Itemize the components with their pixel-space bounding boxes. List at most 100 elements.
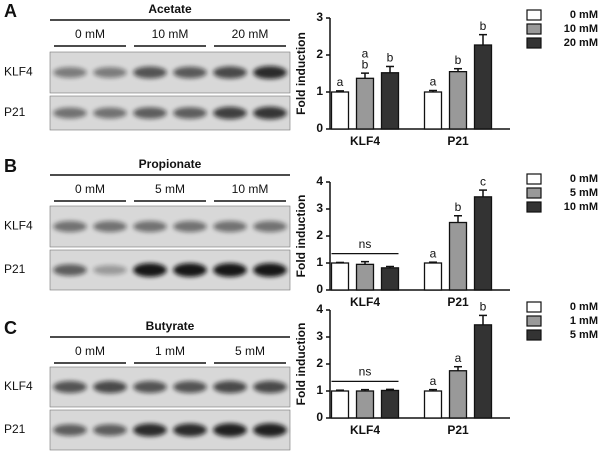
y-tick-label: 1 — [316, 255, 323, 269]
band — [93, 265, 127, 275]
significance-letter: a — [430, 246, 437, 260]
band — [213, 221, 247, 232]
blot-strip — [49, 95, 291, 131]
blot-strip — [49, 205, 291, 248]
band — [53, 221, 87, 232]
band — [133, 381, 167, 393]
legend-swatch — [526, 187, 542, 199]
bar — [423, 262, 443, 291]
bar — [355, 263, 375, 291]
bar — [473, 324, 493, 419]
y-tick-label: 3 — [316, 10, 323, 24]
band — [173, 381, 207, 393]
band — [53, 67, 87, 78]
y-tick-label: 0 — [316, 282, 323, 296]
annotation: ns — [359, 365, 372, 379]
band — [93, 424, 127, 436]
bar — [448, 71, 468, 130]
annotation: ns — [359, 237, 372, 251]
y-tick-label: 0 — [316, 410, 323, 424]
lane-label: 10 mM — [152, 27, 189, 41]
bar — [448, 370, 468, 419]
bar — [330, 390, 350, 419]
bar — [380, 389, 400, 419]
legend-label: 1 mM — [570, 315, 598, 327]
legend-label: 10 mM — [564, 23, 598, 35]
legend-label: 0 mM — [570, 301, 598, 313]
band — [253, 65, 287, 80]
bar — [330, 91, 350, 130]
band — [253, 221, 287, 232]
x-tick-label: KLF4 — [350, 134, 380, 148]
lane-label: 5 mM — [235, 344, 265, 358]
significance-letter: a — [430, 75, 437, 89]
band — [93, 221, 127, 232]
band — [213, 66, 247, 79]
row-label: P21 — [4, 105, 26, 119]
blot-strip — [49, 51, 291, 94]
band — [253, 106, 287, 120]
y-tick-label: 1 — [316, 383, 323, 397]
row-label: KLF4 — [4, 379, 33, 393]
blot-strip — [49, 366, 291, 408]
blot-title: Acetate — [148, 2, 192, 16]
legend-swatch — [526, 315, 542, 327]
significance-letter: b — [362, 57, 369, 71]
row-label: P21 — [4, 262, 26, 276]
legend-label: 0 mM — [570, 173, 598, 185]
y-tick-label: 2 — [316, 356, 323, 370]
bar — [423, 390, 443, 419]
significance-letter: c — [480, 174, 486, 188]
band — [173, 263, 207, 277]
band — [213, 423, 247, 437]
x-tick-label: P21 — [447, 295, 469, 309]
lane-label: 0 mM — [75, 27, 105, 41]
band — [53, 264, 87, 276]
band — [93, 380, 127, 394]
bar — [355, 77, 375, 130]
blot-strip — [49, 249, 291, 291]
bar — [448, 221, 468, 291]
y-axis-label: Fold induction — [294, 32, 308, 115]
band — [173, 107, 207, 119]
significance-letter: a — [430, 374, 437, 388]
band — [93, 67, 127, 78]
legend-swatch — [526, 301, 542, 313]
lane-label: 5 mM — [155, 182, 185, 196]
lane-label: 10 mM — [232, 182, 269, 196]
panel-letter: B — [4, 156, 17, 176]
significance-letter: b — [455, 200, 462, 214]
band — [173, 221, 207, 232]
y-tick-label: 1 — [316, 84, 323, 98]
legend-label: 10 mM — [564, 201, 598, 213]
y-axis-label: Fold induction — [294, 195, 308, 278]
legend-swatch — [526, 329, 542, 341]
legend-swatch — [526, 37, 542, 49]
legend-label: 0 mM — [570, 9, 598, 21]
lane-label: 0 mM — [75, 182, 105, 196]
y-tick-label: 3 — [316, 201, 323, 215]
legend-swatch — [526, 201, 542, 213]
legend-swatch — [526, 23, 542, 35]
significance-letter: a — [362, 46, 369, 60]
bar — [423, 91, 443, 130]
y-tick-label: 3 — [316, 329, 323, 343]
row-label: KLF4 — [4, 219, 33, 233]
band — [133, 263, 167, 277]
band — [253, 423, 287, 437]
blot-title: Butyrate — [146, 319, 195, 333]
band — [53, 424, 87, 436]
band — [173, 423, 207, 437]
x-tick-label: P21 — [447, 423, 469, 437]
y-tick-label: 2 — [316, 228, 323, 242]
lane-label: 0 mM — [75, 344, 105, 358]
bar — [380, 72, 400, 130]
y-axis-label: Fold induction — [294, 323, 308, 406]
x-tick-label: P21 — [447, 134, 469, 148]
legend-swatch — [526, 9, 542, 21]
x-tick-label: KLF4 — [350, 295, 380, 309]
legend-label: 5 mM — [570, 329, 598, 341]
band — [253, 263, 287, 277]
